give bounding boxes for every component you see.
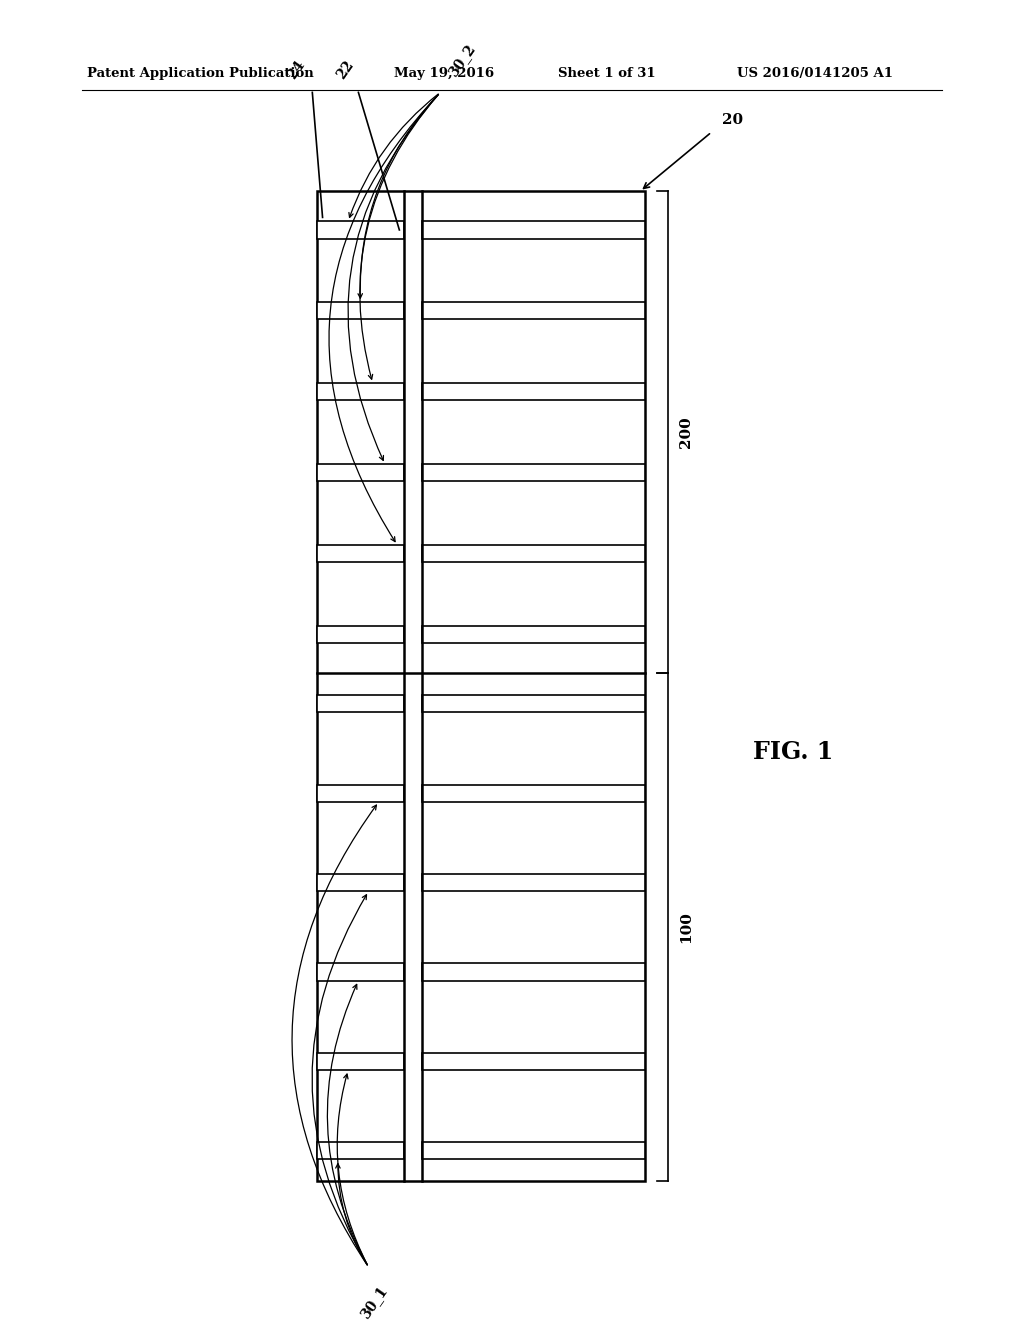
Bar — [317, 465, 404, 482]
Bar — [422, 545, 645, 562]
Bar — [422, 383, 645, 400]
FancyArrowPatch shape — [292, 805, 377, 1265]
Bar — [422, 302, 645, 319]
Bar — [422, 465, 645, 482]
Bar — [317, 626, 404, 643]
Bar — [317, 383, 404, 400]
Text: 100: 100 — [679, 911, 693, 944]
Bar — [317, 1053, 404, 1071]
FancyArrowPatch shape — [359, 95, 438, 379]
FancyArrowPatch shape — [348, 95, 438, 461]
Text: 200: 200 — [679, 416, 693, 449]
Bar — [317, 874, 404, 891]
Bar — [422, 874, 645, 891]
Bar — [422, 964, 645, 981]
Bar — [317, 1142, 404, 1159]
FancyArrowPatch shape — [358, 95, 438, 298]
Bar — [317, 222, 404, 239]
Text: May 19, 2016: May 19, 2016 — [394, 67, 495, 81]
Bar — [317, 696, 404, 713]
Text: 20: 20 — [722, 112, 743, 127]
Bar — [422, 784, 645, 801]
Bar — [422, 1053, 645, 1071]
Bar — [422, 222, 645, 239]
Bar — [317, 191, 645, 1181]
Text: 22: 22 — [334, 58, 356, 82]
Bar — [317, 964, 404, 981]
Text: Sheet 1 of 31: Sheet 1 of 31 — [558, 67, 655, 81]
Bar — [422, 696, 645, 713]
Bar — [317, 784, 404, 801]
FancyArrowPatch shape — [328, 985, 368, 1265]
Text: 30_2: 30_2 — [445, 42, 477, 79]
FancyArrowPatch shape — [312, 895, 368, 1265]
FancyArrowPatch shape — [337, 1074, 368, 1265]
FancyArrowPatch shape — [349, 94, 438, 218]
Text: Patent Application Publication: Patent Application Publication — [87, 67, 313, 81]
Bar — [317, 302, 404, 319]
Bar — [317, 545, 404, 562]
Bar — [422, 626, 645, 643]
Text: FIG. 1: FIG. 1 — [753, 741, 833, 764]
Bar — [422, 1142, 645, 1159]
Text: US 2016/0141205 A1: US 2016/0141205 A1 — [737, 67, 893, 81]
Text: 30_1: 30_1 — [357, 1283, 390, 1320]
FancyArrowPatch shape — [336, 1164, 368, 1265]
FancyArrowPatch shape — [329, 95, 438, 541]
Text: 24: 24 — [285, 58, 307, 82]
